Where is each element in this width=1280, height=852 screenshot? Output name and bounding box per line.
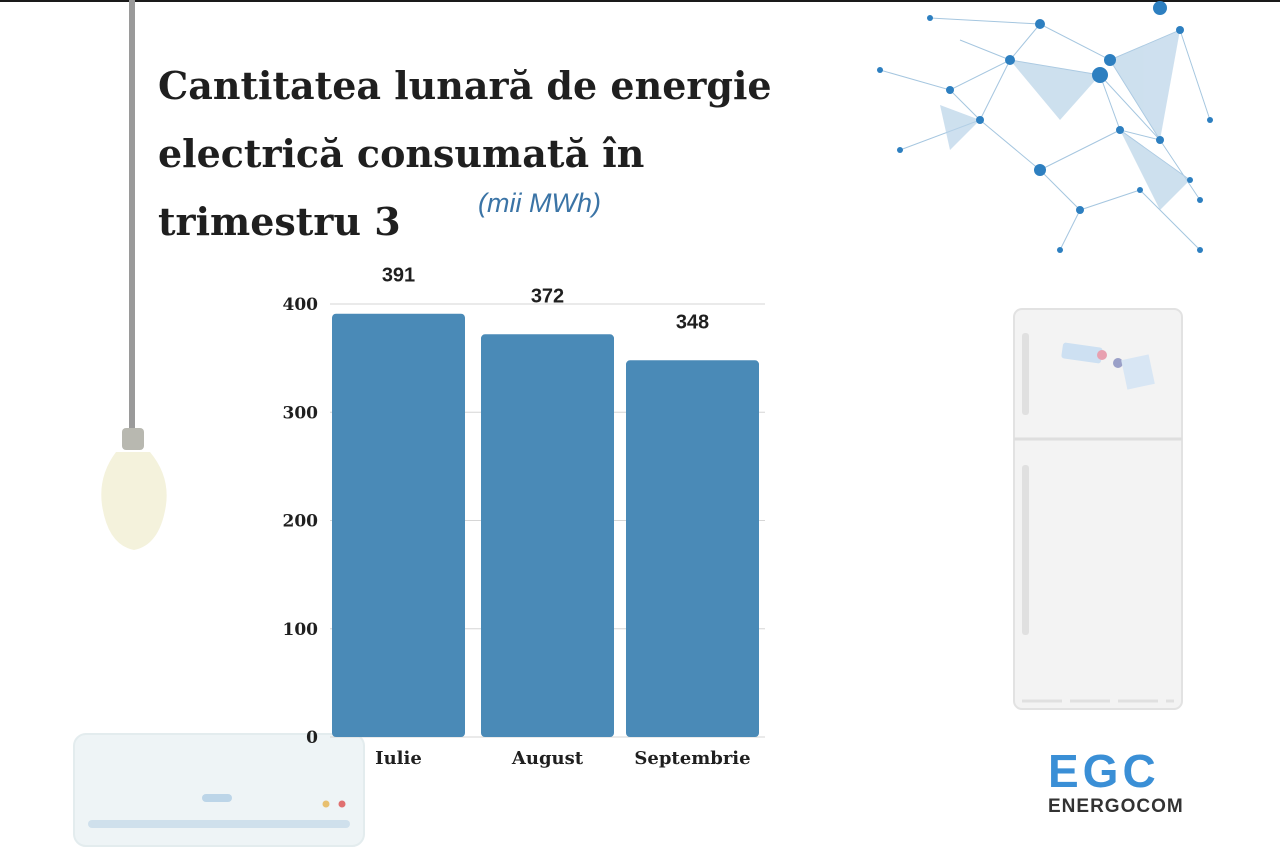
y-tick-label: 400 xyxy=(283,295,319,315)
bar-august xyxy=(481,334,614,737)
y-tick-label: 200 xyxy=(283,512,319,532)
refrigerator-illustration xyxy=(1013,308,1183,710)
x-tick-label-iulie: Iulie xyxy=(375,748,422,769)
chart-title: Cantitatea lunară de energie electrică c… xyxy=(158,63,772,244)
data-label-septembrie: 348 xyxy=(676,311,709,333)
egc-energocom-logo: EGC ENERGOCOM xyxy=(1048,748,1184,818)
network-decoration xyxy=(877,1,1213,253)
data-label-august: 372 xyxy=(531,285,564,307)
y-tick-label: 100 xyxy=(283,620,319,640)
air-conditioner-illustration xyxy=(73,733,365,847)
top-border xyxy=(0,0,1280,2)
x-tick-label-septembrie: Septembrie xyxy=(634,748,750,769)
bar-iulie xyxy=(332,313,465,737)
light-bulb-illustration xyxy=(101,0,167,550)
logo-brand: EGC xyxy=(1048,745,1160,797)
x-tick-label-august: August xyxy=(511,748,584,769)
data-label-iulie: 391 xyxy=(382,265,415,287)
y-tick-label: 0 xyxy=(306,728,318,748)
logo-name: ENERGOCOM xyxy=(1048,796,1184,817)
y-tick-label: 300 xyxy=(283,403,319,423)
bar-septembrie xyxy=(626,360,759,737)
unit-label: (mii MWh) xyxy=(478,188,601,218)
